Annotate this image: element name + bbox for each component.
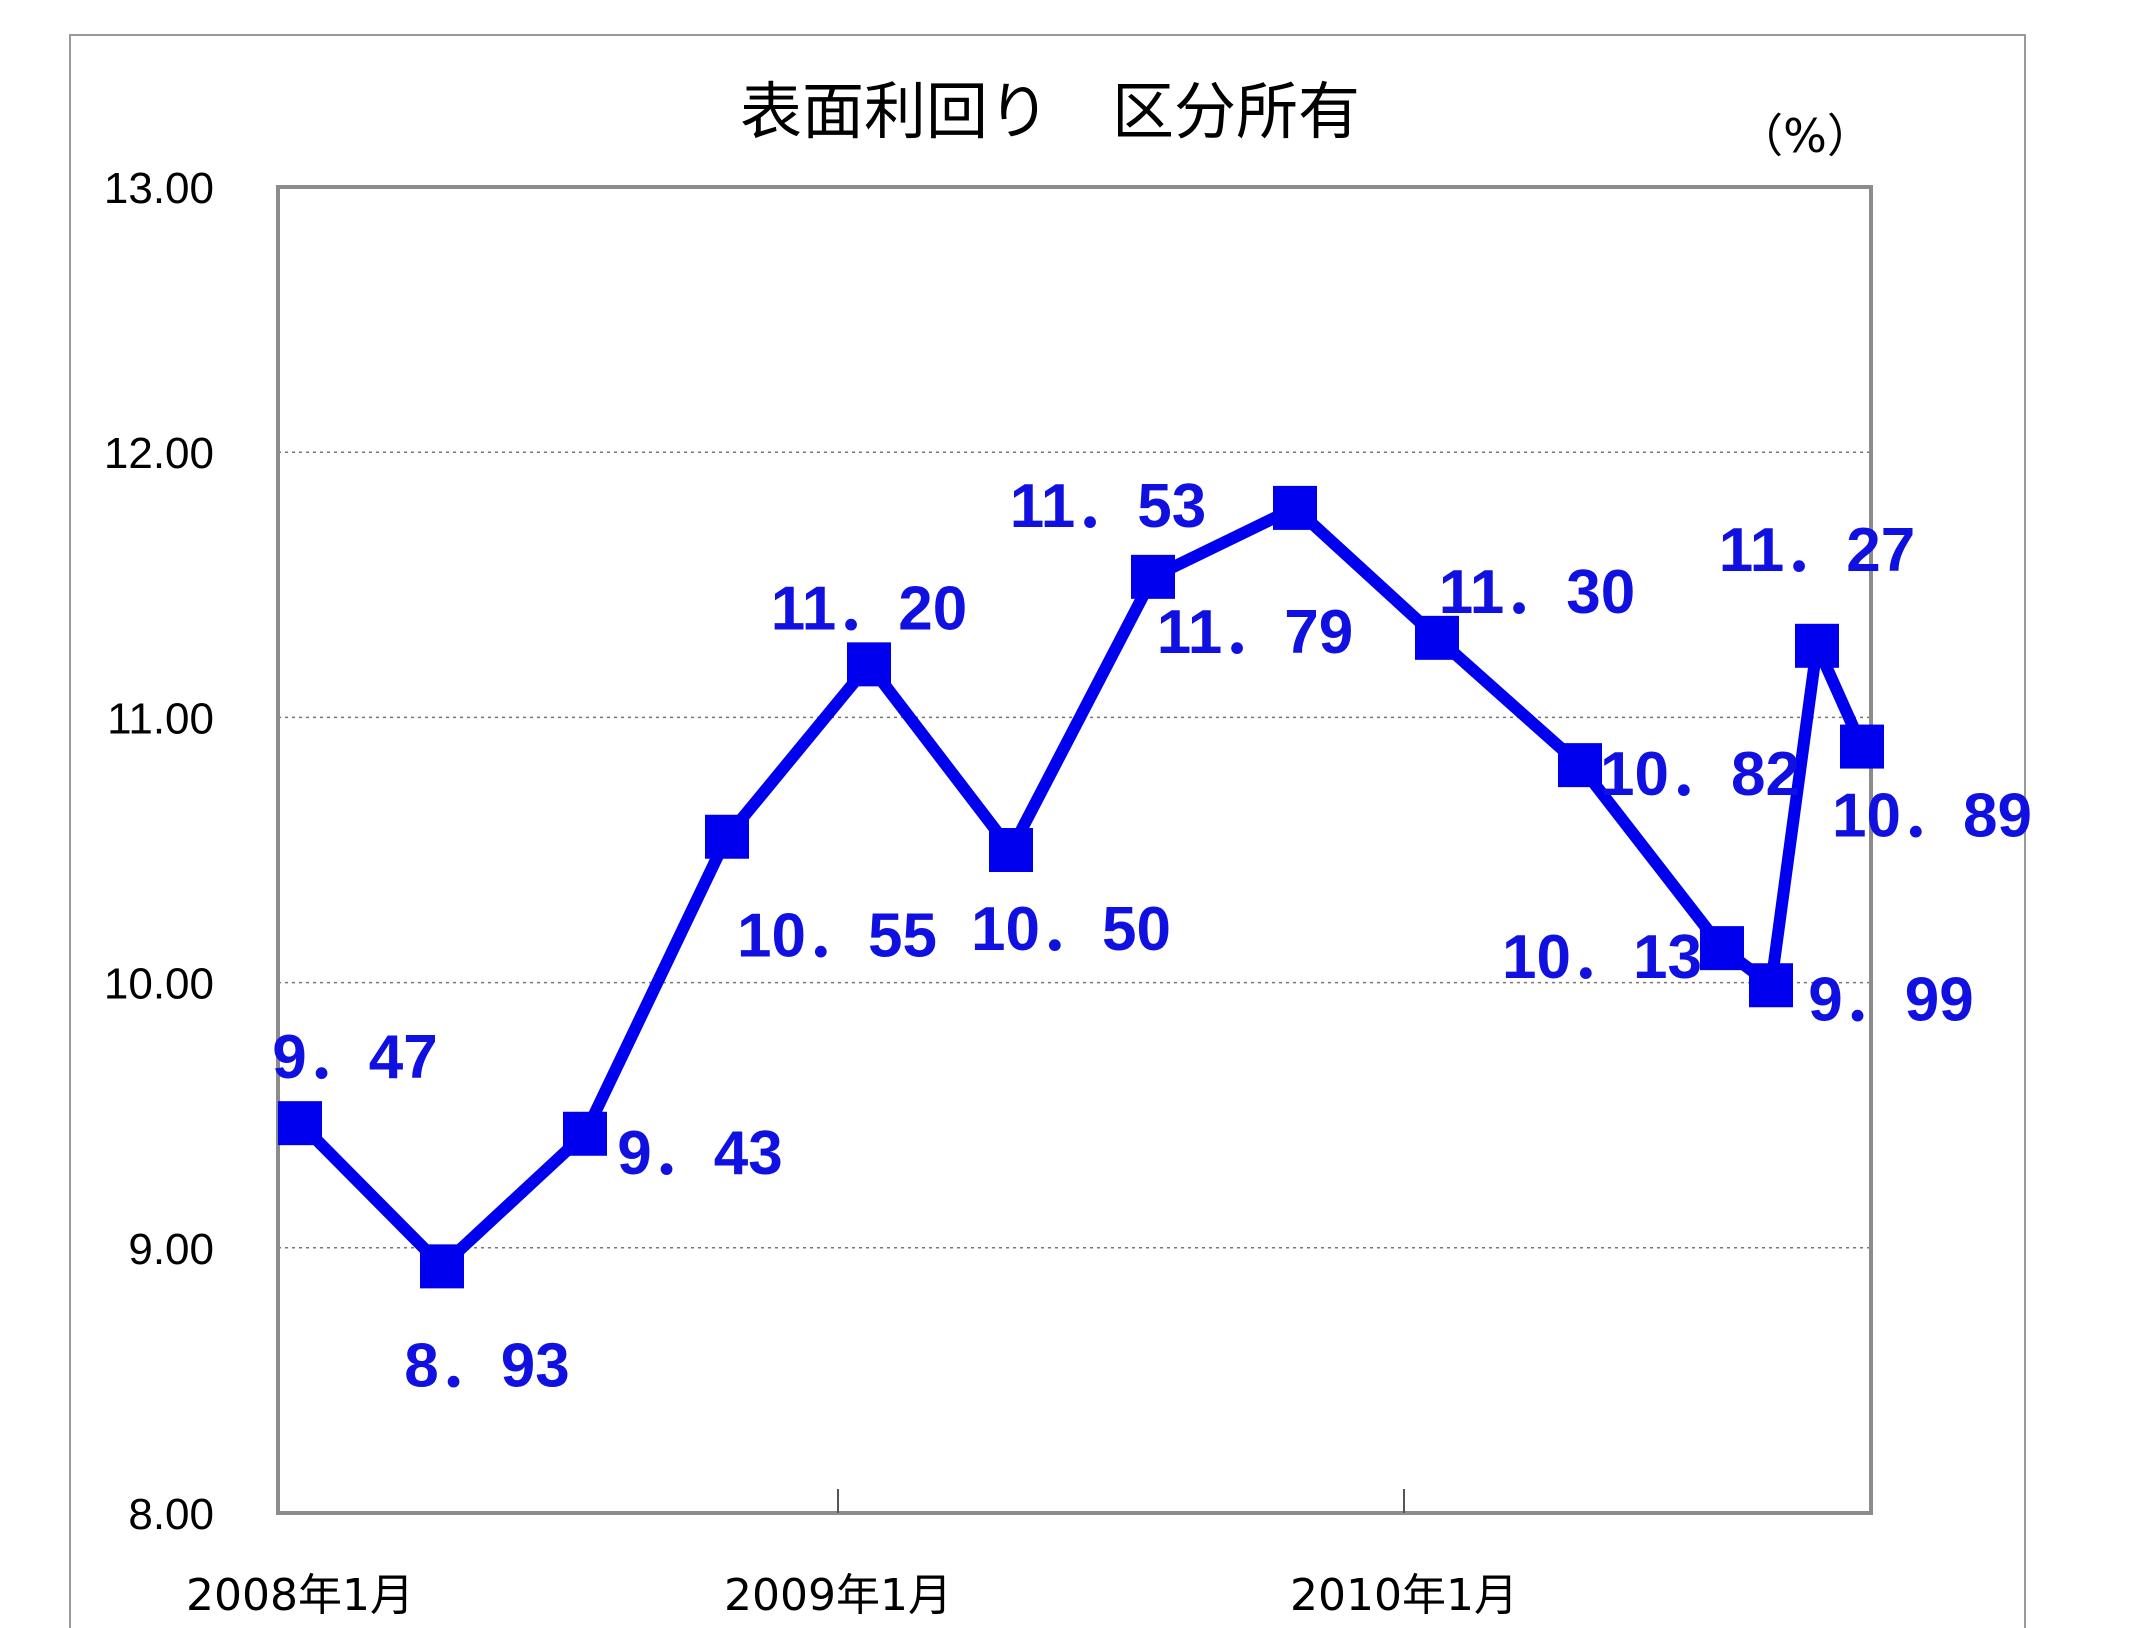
data-label: 10．89 [1832,782,2032,851]
data-label: 10．13 [1502,923,1702,992]
data-point-marker [847,642,891,687]
data-label: 9．43 [617,1119,782,1188]
y-tick-label: 8.00 [128,1490,214,1539]
data-label: 9．47 [272,1023,437,1092]
data-point-marker [1700,926,1744,971]
data-point-marker [278,1101,322,1146]
series-line [278,485,1884,1289]
data-label: 11．79 [1157,598,1354,667]
data-point-marker [705,814,749,859]
data-label: 9．99 [1808,965,1973,1034]
data-point-marker [989,828,1033,872]
data-label: 10．55 [737,902,937,971]
data-point-marker [1415,615,1459,660]
chart-frame [69,34,2026,1628]
x-tick-label: 2010年1月 [1290,1570,1518,1621]
data-point-marker [1840,724,1884,769]
y-tick-label: 12.00 [104,429,214,478]
plot-area [276,185,1873,1515]
data-label: 8．93 [404,1331,569,1400]
x-tick-label: 2009年1月 [724,1570,952,1621]
data-label: 10．50 [971,895,1171,964]
data-label: 11．27 [1719,516,1916,585]
data-label: 11．20 [771,574,968,643]
data-point-marker [1795,623,1839,668]
data-label: 11．30 [1439,558,1636,627]
x-tick-label: 2008年1月 [186,1570,414,1621]
data-labels: 9．47 8．93 9．43 10．55 11．20 10．50 11．53 11．79 11．… [272,472,2032,1401]
y-tick-label: 10.00 [104,960,214,1009]
data-point-marker [1749,963,1793,1008]
data-label: 11．53 [1010,472,1207,541]
y-tick-label: 9.00 [128,1225,214,1274]
data-point-marker [420,1244,464,1289]
chart-title: 表面利回り 区分所有 [740,75,1360,148]
unit-label: （%） [1737,109,1873,163]
data-point-marker [1273,485,1317,530]
y-axis-ticks: 13.00 12.00 11.00 10.00 9.00 8.00 [104,164,214,1539]
data-label: 10．82 [1600,740,1800,809]
y-tick-label: 11.00 [107,694,214,743]
y-tick-label: 13.00 [104,164,214,213]
data-point-marker [1131,554,1175,599]
x-axis-ticks: 2008年1月 2009年1月 2010年1月 [186,1489,1518,1621]
data-point-marker [563,1111,607,1156]
data-point-marker [1558,743,1602,788]
